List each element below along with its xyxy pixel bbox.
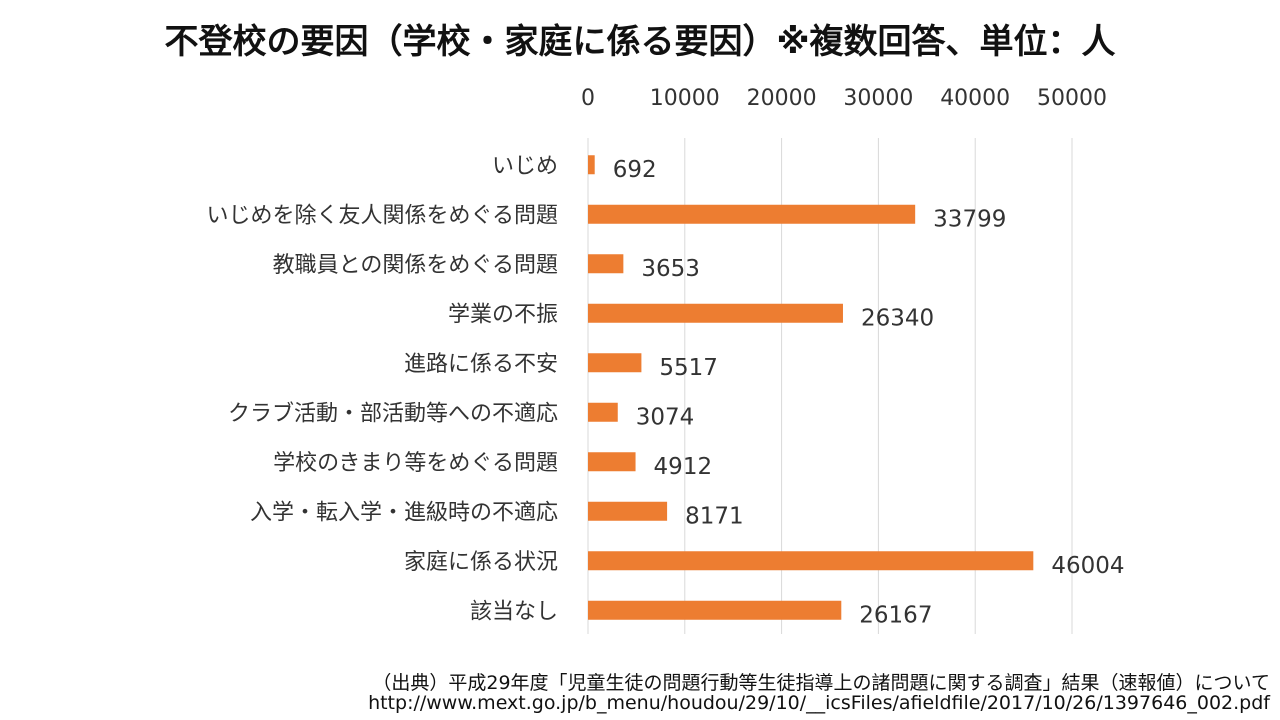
data-label: 3653 [641,256,700,282]
bar [588,600,842,620]
source-citation: （出典）平成29年度「児童生徒の問題行動等生徒指導上の諸問題に関する調査」結果（… [372,672,1270,694]
data-label: 33799 [933,206,1006,232]
data-label: 8171 [685,503,744,529]
bar [588,303,843,323]
data-label: 26340 [861,305,934,331]
bar [588,452,636,472]
data-label: 3074 [636,404,695,430]
bar [588,254,624,274]
category-label: クラブ活動・部活動等への不適応 [228,401,558,426]
x-tick-label: 50000 [1037,86,1107,111]
category-label: 進路に係る不安 [404,352,558,377]
chart-title: 不登校の要因（学校・家庭に係る要因）※複数回答、単位：人 [164,22,1116,62]
bar [588,551,1034,571]
category-label: いじめを除く友人関係をめぐる問題 [206,203,558,228]
category-label: 家庭に係る状況 [404,550,558,575]
source-url: http://www.mext.go.jp/b_menu/houdou/29/1… [368,692,1270,714]
x-tick-label: 10000 [650,86,720,111]
category-label: いじめ [492,154,558,179]
x-tick-label: 20000 [747,86,817,111]
bars [588,155,1034,620]
data-label: 26167 [859,602,932,628]
data-label: 692 [613,157,657,183]
x-tick-labels: 0 10000 20000 30000 40000 50000 [581,86,1107,111]
bar [588,155,595,175]
x-tick-label: 40000 [940,86,1010,111]
data-label: 4912 [654,454,713,480]
bar [588,204,916,224]
x-tick-label: 0 [581,86,595,111]
category-labels: いじめいじめを除く友人関係をめぐる問題教職員との関係をめぐる問題学業の不振進路に… [206,154,558,625]
bar [588,501,668,521]
category-label: 学業の不振 [448,302,558,327]
category-label: 該当なし [470,599,558,624]
category-label: 学校のきまり等をめぐる問題 [273,451,558,476]
data-label: 46004 [1051,553,1124,579]
data-labels: 692 33799 3653 26340 5517 3074 4912 8171 46004 26… [613,157,1125,629]
x-tick-label: 30000 [843,86,913,111]
bar [588,402,618,422]
bar [588,353,642,373]
data-label: 5517 [659,355,718,381]
category-label: 入学・転入学・進級時の不適応 [250,500,558,525]
category-label: 教職員との関係をめぐる問題 [273,253,558,278]
